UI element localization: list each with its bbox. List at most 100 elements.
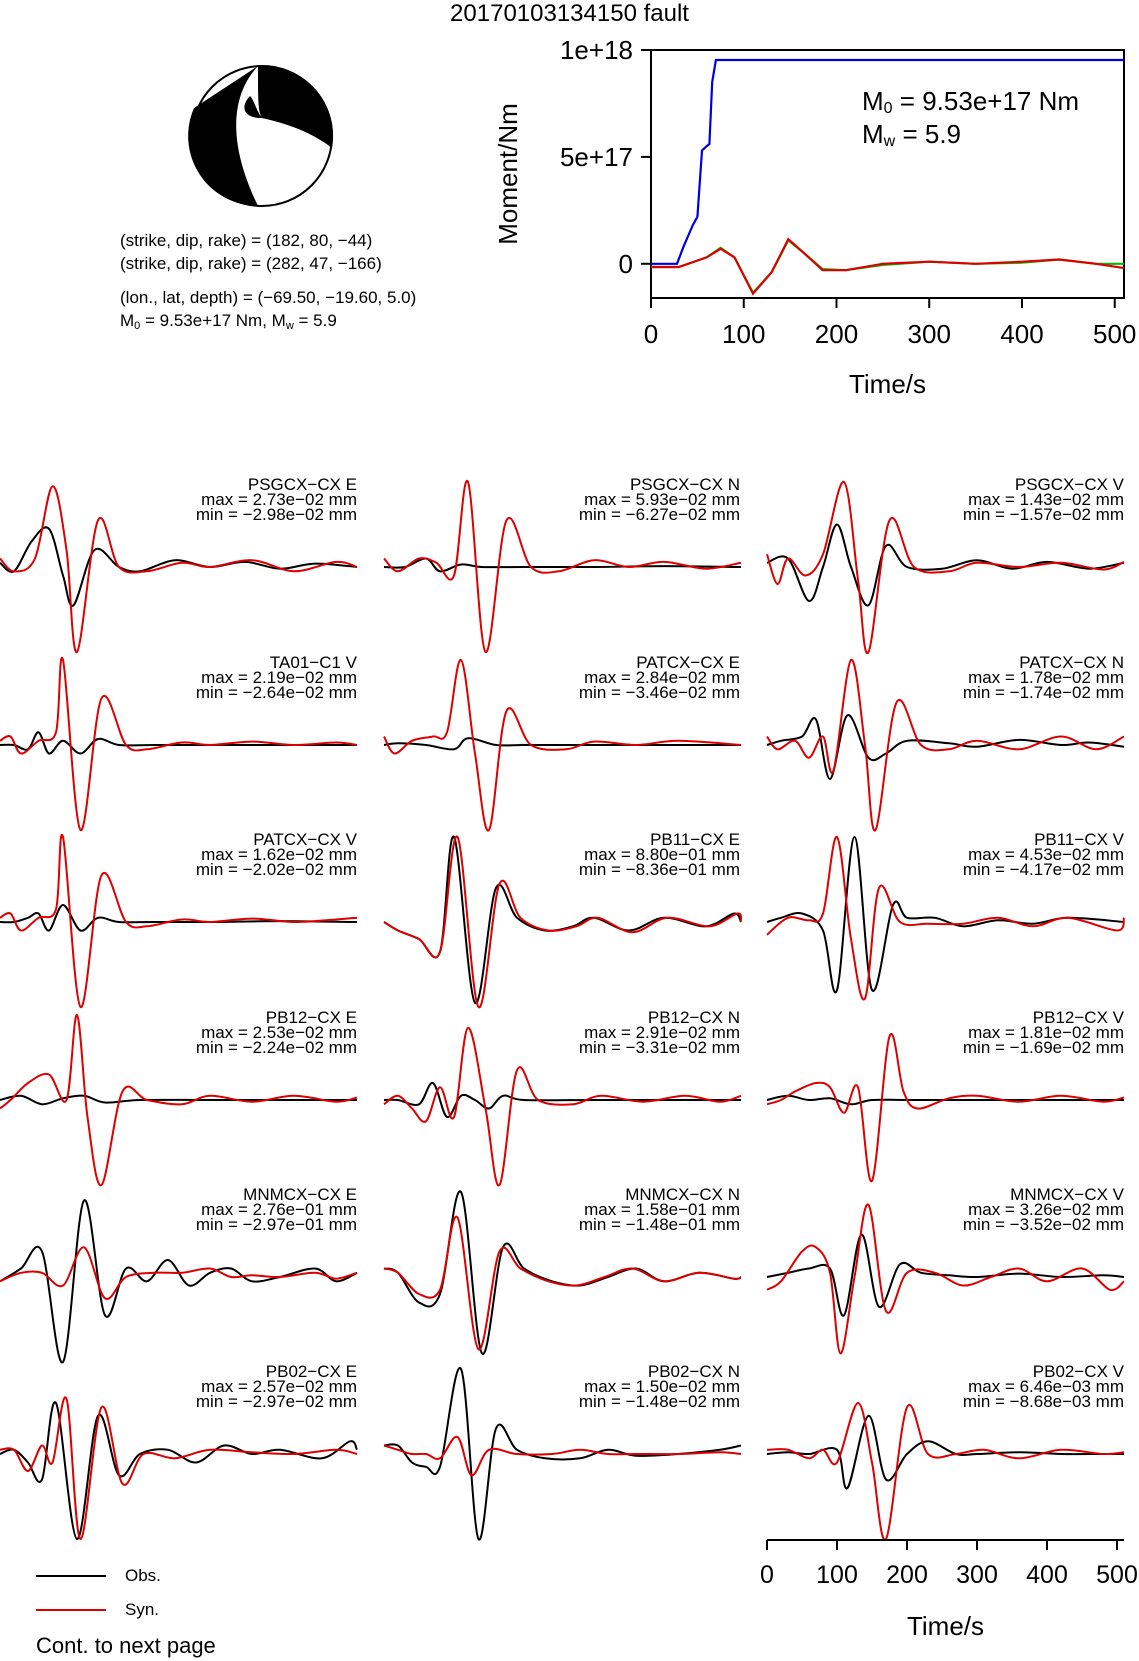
waveform-min: min = −8.68e−03 mm [962, 1392, 1124, 1411]
waveform-label: PB11−CX V [1034, 830, 1124, 849]
waveform-min: min = −6.27e−02 mm [578, 505, 740, 524]
moment-chart: 1e+18 5e+17 0 0 100 200 300 400 500 Time/s Moment/… [493, 35, 1136, 399]
waveform-label: PB12−CX V [1032, 1008, 1124, 1027]
waveform-min: min = −2.64e−02 mm [195, 683, 357, 702]
syn-waveform [766, 658, 1125, 832]
nodal-plane-2: (strike, dip, rake) = (282, 47, −166) [120, 254, 382, 273]
waveform-min: min = −3.31e−02 mm [578, 1038, 740, 1057]
waveform-label: PSGCX−CX V [1014, 475, 1124, 494]
beachball-icon [188, 65, 334, 207]
obs-waveform [766, 1233, 1125, 1317]
legend [36, 1575, 106, 1611]
obs-waveform [766, 714, 1125, 781]
page-title: 20170103134150 fault [450, 0, 689, 27]
time-axis-tick-label: 400 [1026, 1561, 1068, 1589]
obs-waveform [766, 1414, 1124, 1490]
event-moment: M0 = 9.53e+17 Nm, Mw = 5.9 [120, 311, 337, 332]
stf-series-line [651, 238, 1124, 295]
waveform-min: min = −1.48e−01 mm [578, 1215, 740, 1234]
y-axis-label: Moment/Nm [493, 103, 523, 245]
syn-series-line [651, 237, 1125, 296]
nodal-plane-1: (strike, dip, rake) = (182, 80, −44) [120, 231, 373, 250]
waveform-label: PATCX−CX N [1019, 653, 1124, 672]
syn-waveform [0, 1246, 358, 1300]
waveform-max: max = 2.84e−02 mm [584, 668, 740, 687]
moment-annotation-m0: M0 = 9.53e+17 Nm [862, 86, 1080, 117]
obs-waveform [766, 1094, 1124, 1106]
waveform-label: PATCX−CX V [253, 830, 357, 849]
waveform-min: min = −2.97e−01 mm [195, 1215, 357, 1234]
obs-waveform [0, 903, 358, 932]
x-tick-label: 400 [1000, 319, 1043, 349]
obs-waveform [766, 523, 1125, 607]
waveform-max: max = 2.19e−02 mm [201, 668, 357, 687]
waveform-min: min = −2.97e−02 mm [195, 1392, 357, 1411]
obs-waveform [0, 1094, 357, 1106]
syn-waveform [383, 1215, 742, 1351]
waveform-max: max = 8.80e−01 mm [584, 845, 740, 864]
waveform-label: PB02−CX N [647, 1362, 740, 1381]
syn-waveform [383, 1026, 742, 1187]
waveform-min: min = −1.69e−02 mm [962, 1038, 1124, 1057]
waveform-label: PSGCX−CX N [629, 475, 740, 494]
y-tick-label: 0 [619, 249, 633, 279]
footer-note: Cont. to next page [36, 1633, 216, 1658]
waveform-min: min = −3.46e−02 mm [578, 683, 740, 702]
waveform-label: MNMCX−CX E [243, 1185, 357, 1204]
waveform-label: MNMCX−CX V [1010, 1185, 1124, 1204]
syn-waveform [766, 1203, 1125, 1355]
syn-waveform [766, 835, 1125, 1001]
x-tick-label: 200 [815, 319, 858, 349]
waveform-max: max = 1.43e−02 mm [968, 490, 1124, 509]
waveform-label: PB12−CX N [647, 1008, 740, 1027]
waveform-max: max = 2.57e−02 mm [201, 1377, 357, 1396]
y-tick-label: 1e+18 [560, 35, 633, 65]
obs-waveform [0, 526, 358, 607]
waveform-min: min = −3.52e−02 mm [962, 1215, 1124, 1234]
waveform-label: TA01−C1 V [269, 653, 357, 672]
obs-waveform [0, 1401, 358, 1541]
time-axis-tick-label: 200 [886, 1561, 928, 1589]
moment-plot-frame [650, 49, 1125, 299]
waveform-label: PATCX−CX E [636, 653, 740, 672]
waveform-max: max = 1.81e−02 mm [968, 1023, 1124, 1042]
waveform-max: max = 2.73e−02 mm [201, 490, 357, 509]
waveform-label: PB12−CX E [265, 1008, 357, 1027]
waveform-label: PB11−CX E [650, 830, 740, 849]
time-axis-tick-label: 300 [956, 1561, 998, 1589]
syn-waveform [0, 833, 358, 1009]
syn-waveform [766, 1401, 1125, 1541]
waveform-label: PSGCX−CX E [247, 475, 357, 494]
syn-waveform [383, 835, 743, 1009]
time-axis-label: Time/s [907, 1611, 984, 1641]
obs-waveform [383, 737, 741, 751]
syn-waveform [0, 1396, 358, 1541]
x-tick-label: 300 [908, 319, 951, 349]
waveform-max: max = 4.53e−02 mm [968, 845, 1124, 864]
syn-waveform [383, 1435, 742, 1477]
waveform-min: min = −2.98e−02 mm [195, 505, 357, 524]
waveform-label: PB02−CX V [1032, 1362, 1124, 1381]
waveform-time-axis: 0 100 200 300 400 500 Time/s [760, 1539, 1138, 1641]
waveform-max: max = 1.78e−02 mm [968, 668, 1124, 687]
waveform-min: min = −8.36e−01 mm [578, 860, 740, 879]
waveform-grid [0, 480, 1125, 1541]
time-axis-tick-label: 100 [816, 1561, 858, 1589]
x-tick-label: 0 [644, 319, 658, 349]
waveform-max: max = 1.50e−02 mm [584, 1377, 740, 1396]
waveform-max: max = 1.58e−01 mm [584, 1200, 740, 1219]
event-location: (lon., lat, depth) = (−69.50, −19.60, 5.… [120, 288, 417, 307]
